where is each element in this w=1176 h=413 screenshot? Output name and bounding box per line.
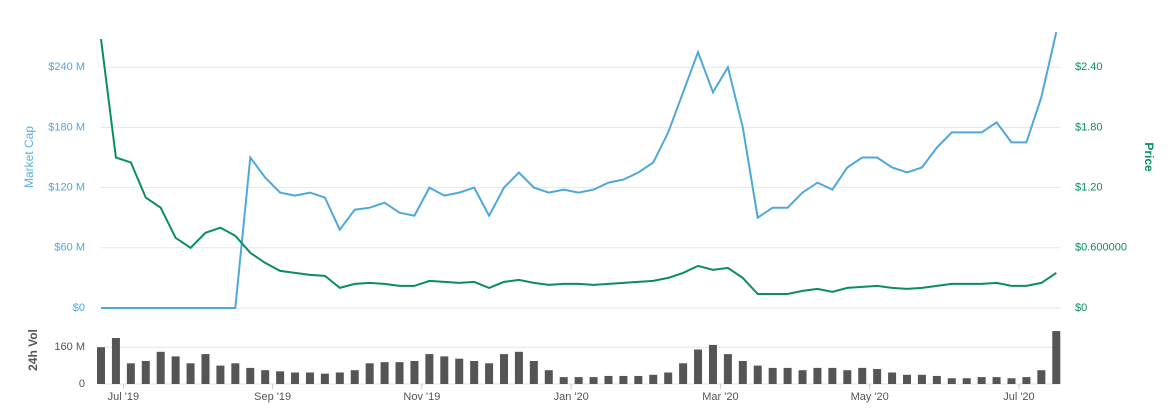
volume-bar: [694, 349, 703, 384]
volume-bar: [111, 338, 120, 384]
volume-bar: [753, 365, 762, 384]
volume-bar: [903, 374, 912, 384]
volume-bar: [395, 362, 404, 384]
volume-bar: [992, 377, 1001, 384]
volume-bar: [425, 354, 434, 384]
x-tick-label: Jul '19: [108, 391, 139, 403]
volume-bar: [305, 372, 314, 384]
volume-bar: [947, 378, 956, 384]
volume-bar: [813, 367, 822, 384]
y-tick-label: $240 M: [48, 61, 85, 73]
y2-tick-label: $1.20: [1075, 182, 1103, 194]
volume-bar: [470, 361, 479, 384]
volume-bar: [216, 365, 225, 384]
series-line: [101, 31, 1058, 309]
volume-bar: [619, 375, 628, 384]
y2-tick-label: $2.40: [1075, 61, 1103, 73]
volume-axis-title: 24h Vol: [26, 329, 40, 371]
volume-bar: [410, 361, 419, 384]
volume-bar: [141, 361, 150, 384]
volume-bar: [873, 369, 882, 384]
x-tick-label: Nov '19: [403, 391, 440, 403]
volume-bar: [649, 374, 658, 384]
volume-bar: [291, 372, 300, 384]
volume-bar: [485, 363, 494, 384]
volume-bar: [529, 361, 538, 384]
volume-bar: [858, 367, 867, 384]
volume-bar: [738, 361, 747, 384]
volume-bar: [962, 378, 971, 384]
volume-bar: [723, 354, 732, 384]
volume-bar: [126, 363, 135, 384]
volume-bar: [1007, 378, 1016, 384]
volume-bar: [664, 372, 673, 384]
volume-bar: [365, 363, 374, 384]
volume-bar: [440, 356, 449, 384]
volume-bar: [455, 358, 464, 384]
y-tick-label: 160 M: [54, 341, 85, 353]
volume-bar: [186, 363, 195, 384]
x-tick-label: May '20: [851, 391, 889, 403]
volume-bar: [97, 347, 105, 384]
series-line: [100, 38, 1057, 295]
y-tick-label: $60 M: [54, 242, 85, 254]
volume-bar: [276, 371, 285, 384]
volume-bar: [917, 374, 926, 384]
volume-bar: [798, 370, 807, 384]
y2-tick-label: $0: [1075, 302, 1087, 314]
volume-bar: [679, 363, 688, 384]
y2-tick-label: $1.80: [1075, 121, 1103, 133]
volume-bar: [1052, 331, 1061, 384]
x-tick-label: Jan '20: [554, 391, 589, 403]
volume-bar: [201, 354, 210, 384]
volume-bar: [156, 351, 165, 384]
y-tick-label: $0: [73, 302, 85, 314]
volume-bar: [977, 377, 986, 384]
y-axis-title: Market Cap: [22, 126, 36, 188]
volume-bar: [1037, 370, 1046, 384]
volume-bar: [261, 370, 270, 384]
x-tick-label: Mar '20: [702, 391, 738, 403]
volume-bar: [604, 375, 613, 384]
y-tick-label: $180 M: [48, 121, 85, 133]
volume-bar: [828, 367, 837, 384]
y-tick-label: $120 M: [48, 182, 85, 194]
y-tick-label: 0: [79, 378, 85, 390]
x-tick-label: Jul '20: [1003, 391, 1034, 403]
volume-bar: [380, 362, 389, 384]
volume-bar: [574, 377, 583, 384]
volume-bar: [888, 372, 897, 384]
volume-bar: [589, 377, 598, 384]
volume-bar: [231, 363, 240, 384]
volume-bar: [350, 370, 359, 384]
volume-bar: [559, 377, 568, 384]
volume-bar: [514, 351, 523, 384]
x-tick-label: Sep '19: [254, 391, 291, 403]
volume-bar: [246, 367, 255, 384]
y2-axis-title: Price: [1142, 142, 1156, 172]
y2-tick-label: $0.600000: [1075, 242, 1127, 254]
volume-bar: [1022, 377, 1031, 384]
volume-bar: [320, 373, 329, 384]
volume-bar: [768, 367, 777, 384]
volume-bar: [932, 375, 941, 384]
volume-bar: [783, 367, 792, 384]
volume-bar: [500, 354, 509, 384]
volume-bar: [634, 375, 643, 384]
volume-bar: [544, 370, 553, 384]
volume-bar: [708, 344, 717, 384]
volume-bar: [171, 356, 180, 384]
volume-bar: [335, 372, 344, 384]
volume-bar: [843, 370, 852, 384]
